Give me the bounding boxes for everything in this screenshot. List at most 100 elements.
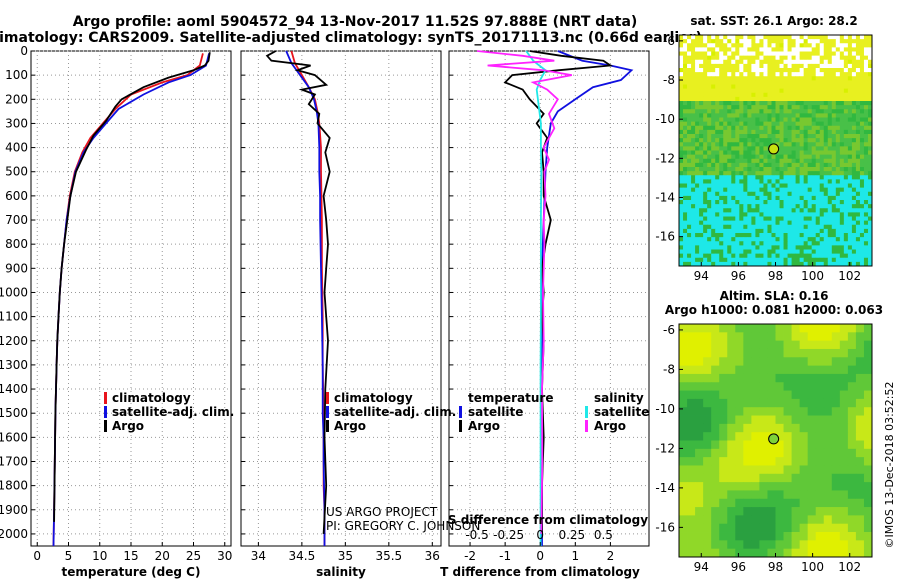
map-cell — [791, 158, 796, 164]
map-cell — [683, 43, 688, 48]
map-cell — [779, 228, 784, 234]
map-cell — [703, 407, 712, 416]
map-cell — [723, 96, 728, 102]
map-cell — [811, 158, 817, 164]
map-cell — [775, 134, 780, 139]
map-cell — [807, 158, 813, 164]
map-cell — [727, 348, 736, 358]
map-cell — [691, 68, 696, 73]
map-cell — [807, 150, 813, 156]
map-cell — [807, 348, 817, 358]
map-cell — [715, 146, 720, 151]
map-cell — [819, 35, 825, 40]
map-cell — [811, 142, 817, 147]
map-cell — [775, 498, 784, 508]
map-cell — [771, 68, 776, 73]
map-cell — [687, 134, 692, 139]
map-cell — [719, 51, 724, 57]
map-cell — [715, 216, 720, 222]
map-cell — [811, 183, 817, 189]
map-cell — [791, 348, 801, 358]
map-cell — [863, 68, 869, 73]
map-cell — [755, 39, 760, 44]
map-cell — [847, 490, 857, 500]
map-cell — [831, 245, 837, 250]
map-cell — [711, 51, 716, 57]
depth-tick-label: 0 — [20, 44, 28, 58]
map-cell — [823, 448, 833, 458]
map-cell — [867, 224, 873, 230]
map-cell — [719, 39, 724, 44]
map-cell — [847, 241, 853, 246]
map-y-tick-label: -16 — [655, 520, 675, 534]
map-cell — [855, 507, 865, 516]
map-cell — [727, 72, 732, 77]
map-cell — [755, 96, 760, 102]
map-cell — [823, 175, 829, 180]
map-cell — [691, 237, 696, 242]
map-cell — [847, 432, 857, 441]
map-cell — [703, 241, 708, 246]
map-cell — [847, 179, 853, 184]
map-cell — [719, 490, 728, 500]
map-cell — [847, 440, 857, 450]
map-cell — [735, 220, 740, 226]
map-cell — [759, 332, 768, 342]
map-cell — [799, 398, 809, 408]
map-cell — [819, 51, 825, 57]
map-cell — [747, 68, 752, 73]
map-cell — [719, 357, 728, 367]
map-cell — [751, 415, 760, 425]
map-cell — [703, 39, 708, 44]
map-cell — [763, 55, 768, 61]
map-cell — [715, 76, 720, 81]
map-cell — [847, 154, 853, 160]
map-cell — [727, 117, 732, 123]
map-cell — [683, 39, 688, 44]
map-cell — [855, 117, 861, 123]
map-cell — [723, 150, 728, 156]
map-cell — [839, 204, 845, 209]
map-cell — [783, 204, 788, 209]
map-cell — [863, 228, 869, 234]
map-cell — [707, 146, 712, 151]
map-cell — [735, 415, 744, 425]
map-cell — [735, 448, 744, 458]
map-cell — [747, 63, 752, 69]
map-cell — [855, 365, 865, 375]
map-cell — [755, 200, 760, 205]
map-cell — [743, 191, 748, 197]
map-cell — [747, 253, 752, 259]
map-cell — [723, 195, 728, 201]
map-cell — [743, 88, 748, 94]
map-cell — [695, 68, 700, 73]
map-cell — [719, 142, 724, 147]
map-cell — [855, 35, 861, 40]
map-cell — [711, 35, 716, 40]
map-cell — [747, 121, 752, 127]
map-cell — [783, 448, 792, 458]
map-cell — [735, 59, 740, 65]
map-cell — [731, 179, 736, 184]
map-cell — [855, 382, 865, 391]
map-cell — [715, 179, 720, 184]
map-cell — [695, 47, 700, 52]
map-cell — [735, 357, 744, 367]
map-cell — [783, 171, 788, 176]
map-cell — [755, 249, 760, 255]
map-cell — [771, 55, 776, 61]
map-cell — [835, 47, 841, 52]
map-cell — [755, 125, 760, 131]
map-cell — [739, 183, 744, 189]
map-cell — [775, 382, 784, 391]
map-cell — [683, 257, 688, 263]
map-cell — [759, 423, 768, 433]
map-cell — [695, 249, 700, 255]
map-cell — [703, 105, 708, 110]
map-cell — [831, 105, 837, 110]
map-cell — [799, 249, 805, 255]
map-cell — [699, 237, 704, 242]
map-cell — [747, 187, 752, 193]
map-cell — [751, 249, 756, 255]
map-cell — [779, 220, 784, 226]
